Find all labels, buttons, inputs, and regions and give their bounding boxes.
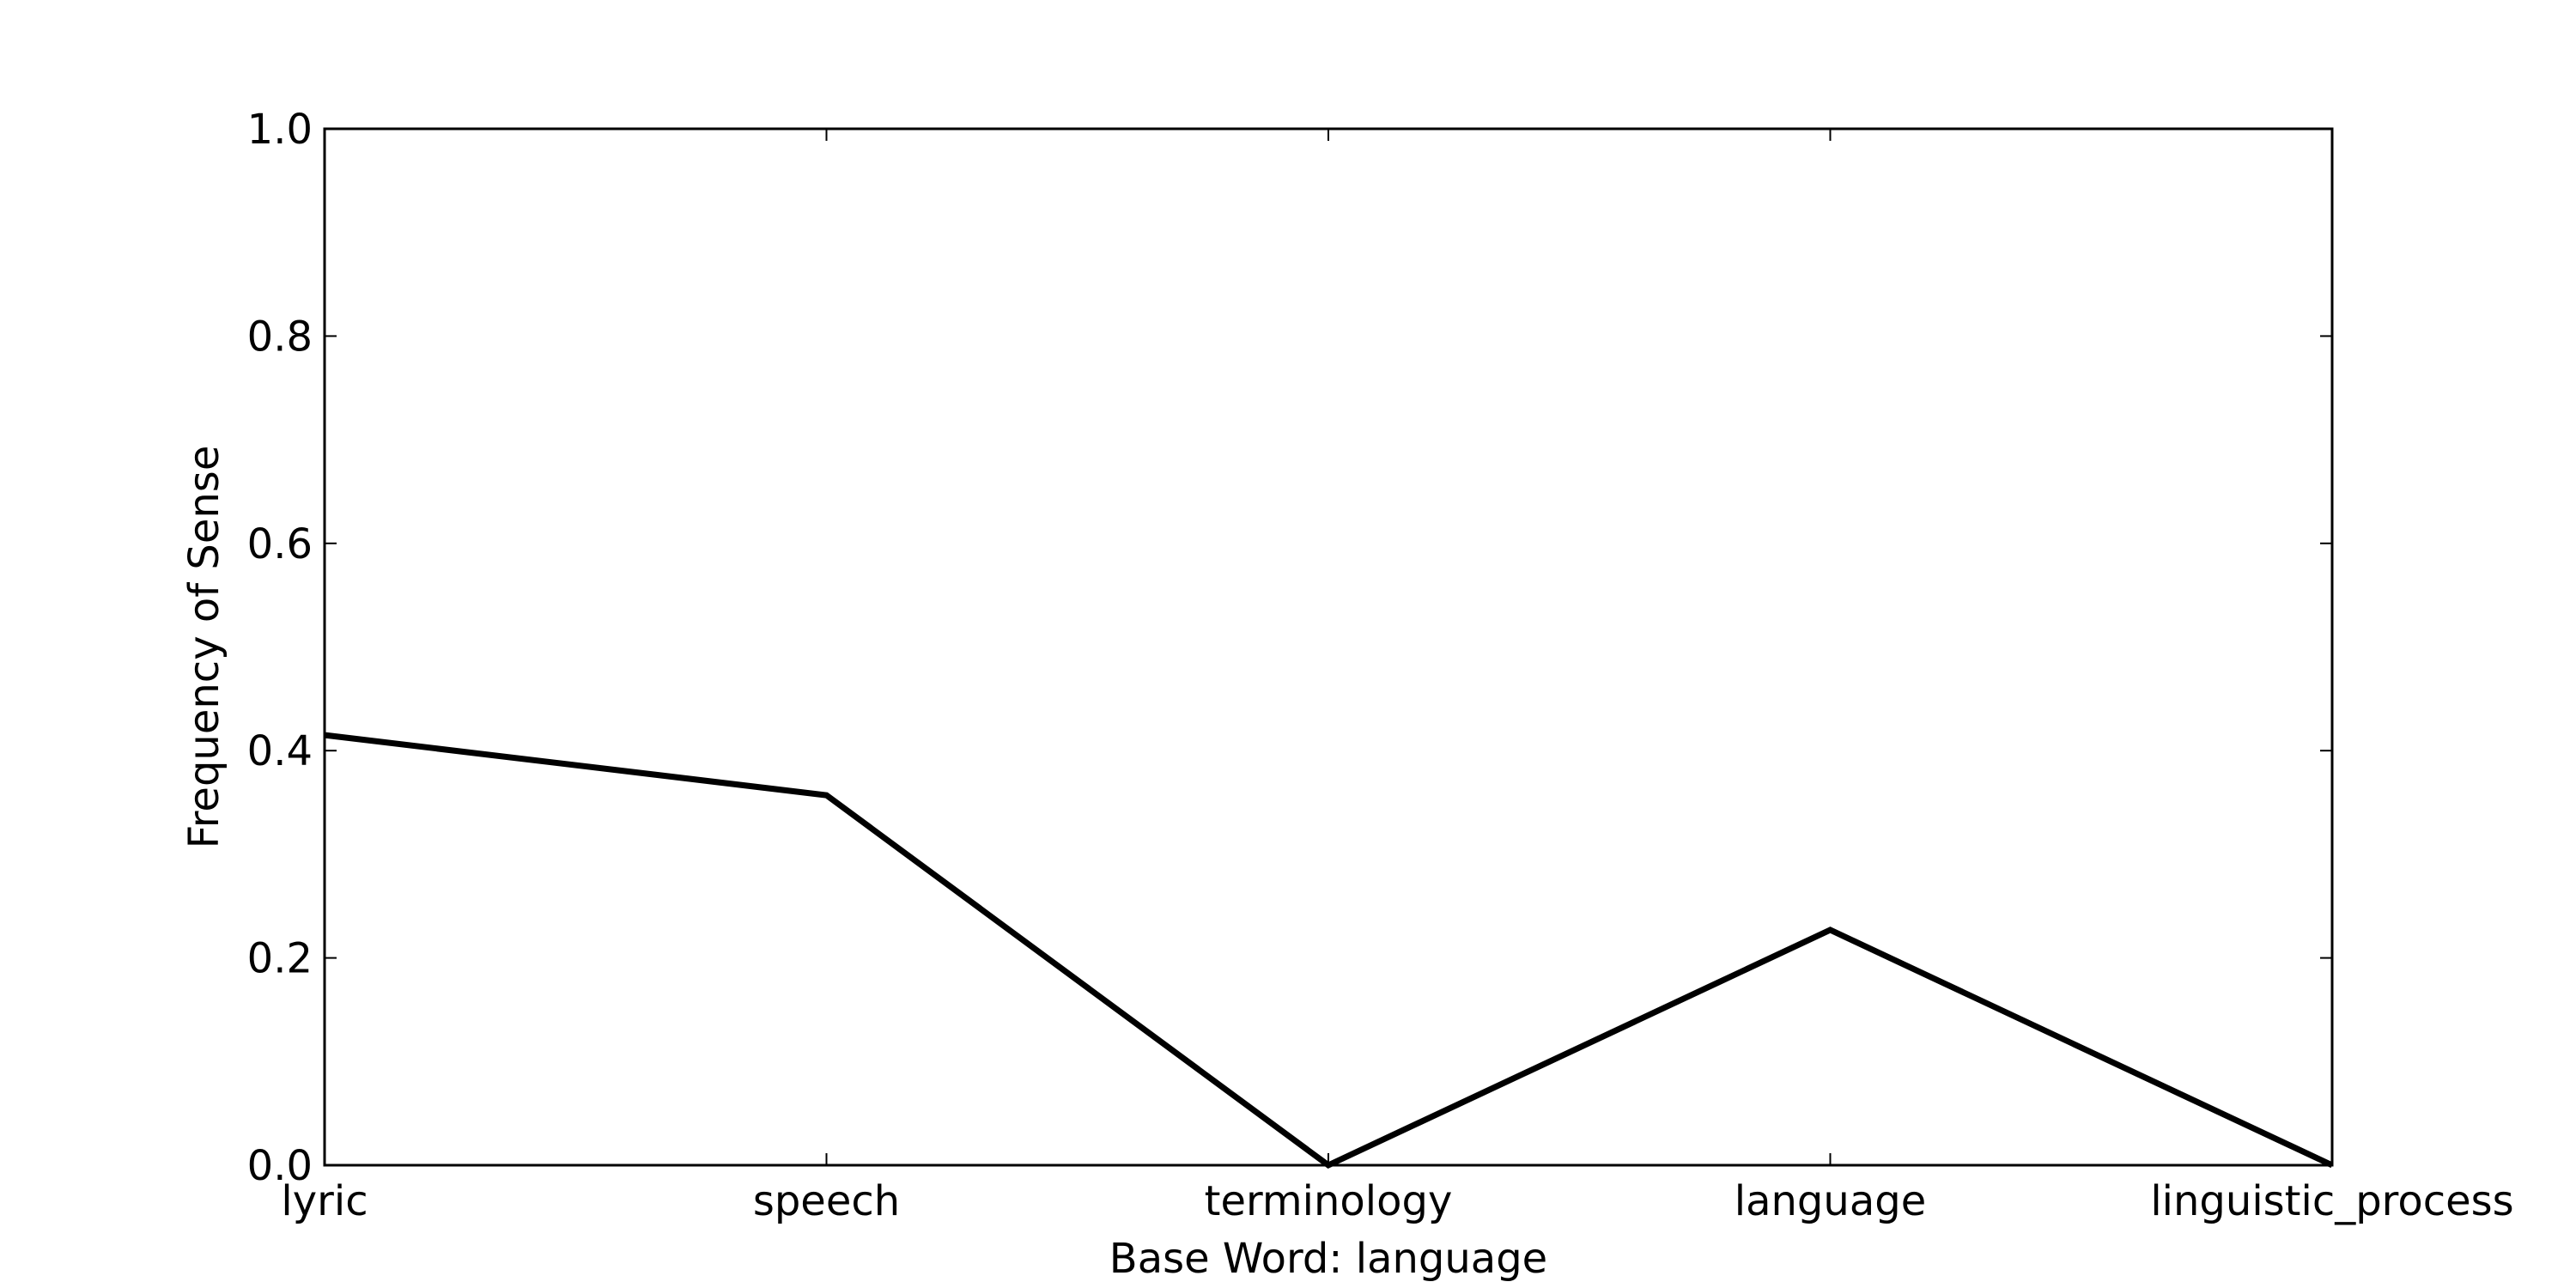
y-tick-label: 0.6 [247,520,313,568]
y-tick-label: 1.0 [247,106,313,154]
x-tick-label: linguistic_process [2150,1177,2513,1225]
y-tick-label: 0.0 [247,1142,313,1190]
y-axis-label: Frequency of Sense [180,446,228,849]
y-tick-label: 0.4 [247,727,313,775]
x-axis-label: Base Word: language [1109,1235,1547,1283]
series-line [324,732,2334,1170]
y-axis-ticks: 0.0 0.2 0.4 0.6 0.8 1.0 [247,106,2332,1190]
y-tick-label: 0.2 [247,935,313,983]
x-tick-label: language [1735,1177,1926,1225]
x-axis-ticks: lyric speech terminology language linguistic… [281,129,2514,1225]
plot-area-frame [323,127,2334,1167]
x-tick-label: lyric [281,1177,368,1225]
x-tick-label: terminology [1205,1177,1453,1225]
x-tick-label: speech [753,1177,900,1225]
series-layer [324,732,2334,1170]
y-tick-label: 0.8 [247,313,313,361]
